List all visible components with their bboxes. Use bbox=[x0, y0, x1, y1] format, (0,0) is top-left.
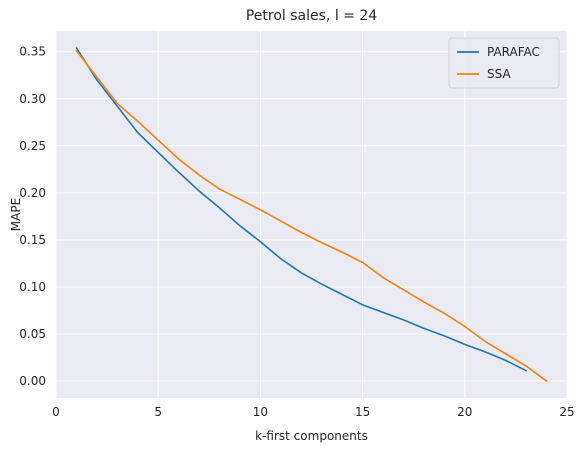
series-line-ssa bbox=[75, 49, 548, 382]
grid bbox=[55, 31, 568, 398]
y-ticks: 0.00 0.05 0.10 0.15 0.20 0.25 0.30 0.35 bbox=[19, 45, 46, 388]
y-tick-label: 0.30 bbox=[19, 92, 46, 106]
y-tick-label: 0.15 bbox=[19, 233, 46, 247]
x-ticks: 0 5 10 15 20 25 bbox=[52, 405, 574, 419]
legend-label: SSA bbox=[487, 67, 511, 81]
y-tick-label: 0.25 bbox=[19, 139, 46, 153]
x-tick-label: 5 bbox=[154, 405, 162, 419]
x-tick-label: 15 bbox=[355, 405, 370, 419]
y-tick-label: 0.10 bbox=[19, 280, 46, 294]
x-tick-label: 25 bbox=[559, 405, 574, 419]
x-tick-label: 10 bbox=[253, 405, 268, 419]
x-tick-label: 0 bbox=[52, 405, 60, 419]
legend-label: PARAFAC bbox=[487, 45, 540, 59]
x-tick-label: 20 bbox=[457, 405, 472, 419]
legend-box bbox=[448, 37, 560, 89]
chart-title: Petrol sales, l = 24 bbox=[246, 8, 377, 24]
y-axis-label: MAPE bbox=[9, 198, 23, 231]
series-line-parafac bbox=[75, 47, 527, 372]
y-tick-label: 0.35 bbox=[19, 45, 46, 59]
plot-area bbox=[56, 31, 567, 398]
y-tick-label: 0.00 bbox=[19, 374, 46, 388]
x-axis-label: k-first components bbox=[255, 429, 368, 443]
series-lines bbox=[75, 47, 548, 382]
y-tick-label: 0.20 bbox=[19, 186, 46, 200]
y-tick-label: 0.05 bbox=[19, 327, 46, 341]
legend: PARAFAC SSA bbox=[448, 37, 560, 89]
